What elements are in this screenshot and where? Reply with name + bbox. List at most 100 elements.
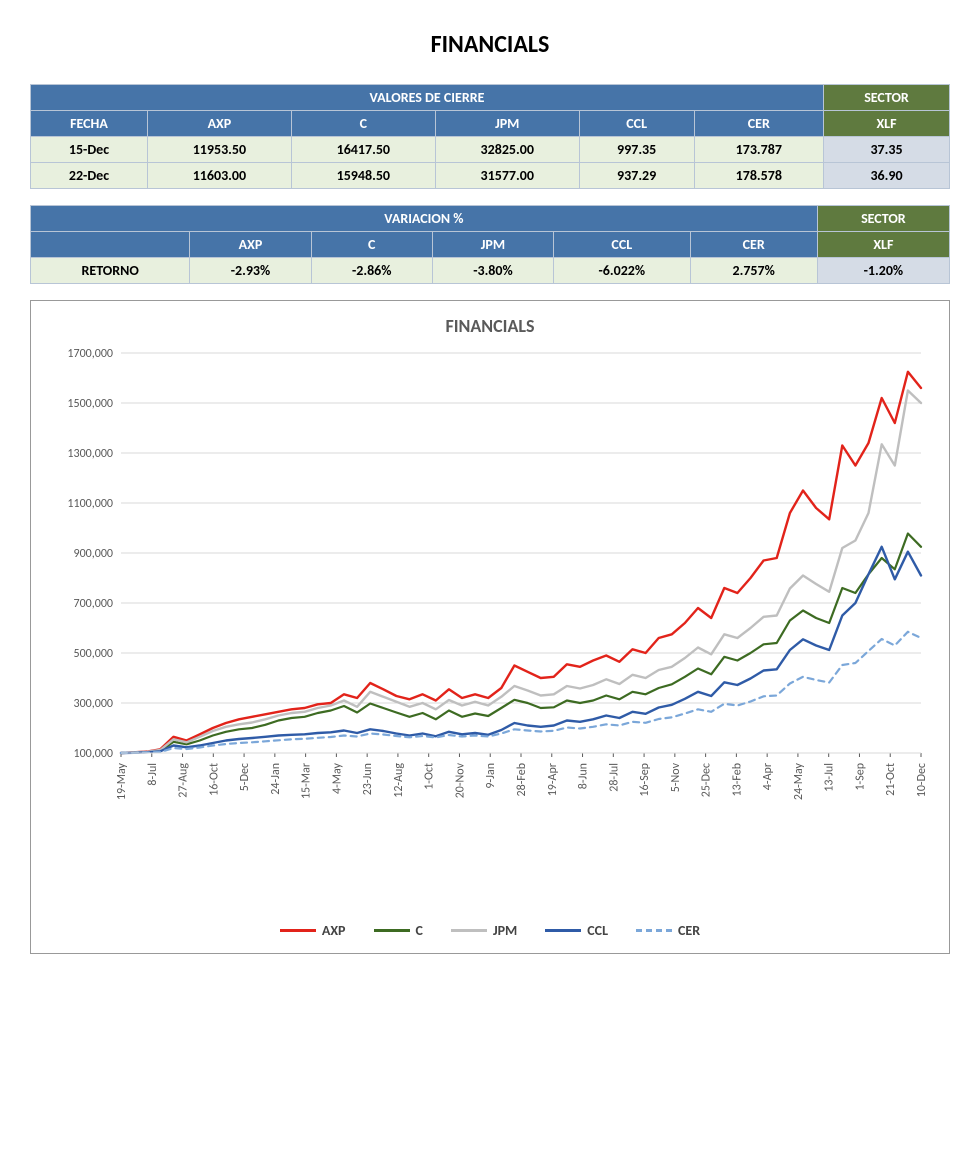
- cell: 16417.50: [291, 137, 435, 163]
- svg-text:13-Feb: 13-Feb: [730, 763, 744, 796]
- section-header-valores: VALORES DE CIERRE: [31, 85, 824, 111]
- cell: -3.80%: [432, 258, 553, 284]
- cell-fecha: 22-Dec: [31, 163, 148, 189]
- legend-item-c: C: [374, 922, 423, 939]
- col-header: CER: [694, 111, 823, 137]
- legend-item-ccl: CCL: [545, 922, 608, 939]
- col-header: C: [311, 232, 432, 258]
- col-header-sector: XLF: [817, 232, 949, 258]
- cell: 15948.50: [291, 163, 435, 189]
- cell-retorno: RETORNO: [31, 258, 190, 284]
- svg-text:5-Dec: 5-Dec: [238, 763, 252, 791]
- col-header: JPM: [432, 232, 553, 258]
- svg-text:4-Apr: 4-Apr: [761, 763, 775, 790]
- table-row: VARIACION % SECTOR: [31, 206, 950, 232]
- svg-text:8-Jul: 8-Jul: [146, 763, 160, 786]
- cell: 2.757%: [690, 258, 817, 284]
- svg-text:21-Oct: 21-Oct: [884, 763, 898, 796]
- col-header: FECHA: [31, 111, 148, 137]
- svg-text:12-Aug: 12-Aug: [392, 763, 406, 798]
- table-row: RETORNO -2.93% -2.86% -3.80% -6.022% 2.7…: [31, 258, 950, 284]
- svg-text:19-Apr: 19-Apr: [546, 763, 560, 796]
- chart-title: FINANCIALS: [49, 315, 931, 337]
- section-header-variacion: VARIACION %: [31, 206, 818, 232]
- table-row: 22-Dec 11603.00 15948.50 31577.00 937.29…: [31, 163, 950, 189]
- table-row: 15-Dec 11953.50 16417.50 32825.00 997.35…: [31, 137, 950, 163]
- svg-text:500,000: 500,000: [74, 647, 114, 661]
- legend-label: CER: [678, 922, 700, 939]
- col-header: CER: [690, 232, 817, 258]
- cell-xlf: -1.20%: [817, 258, 949, 284]
- svg-text:1300,000: 1300,000: [67, 447, 113, 461]
- page-title: FINANCIALS: [30, 30, 950, 59]
- col-header: AXP: [190, 232, 311, 258]
- legend-item-cer: CER: [636, 922, 700, 939]
- legend-swatch: [280, 929, 316, 932]
- table-row: AXP C JPM CCL CER XLF: [31, 232, 950, 258]
- svg-text:13-Jul: 13-Jul: [823, 763, 837, 792]
- svg-text:16-Oct: 16-Oct: [207, 763, 221, 796]
- section-header-sector2: SECTOR: [817, 206, 949, 232]
- col-header: AXP: [147, 111, 291, 137]
- chart-legend: AXP C JPM CCL CER: [49, 922, 931, 939]
- svg-text:23-Jun: 23-Jun: [361, 763, 375, 795]
- legend-swatch: [451, 929, 487, 932]
- cell: 11953.50: [147, 137, 291, 163]
- svg-text:24-Jan: 24-Jan: [269, 763, 283, 795]
- cell: -2.93%: [190, 258, 311, 284]
- svg-text:900,000: 900,000: [74, 547, 114, 561]
- svg-text:1100,000: 1100,000: [67, 497, 113, 511]
- svg-text:28-Feb: 28-Feb: [515, 763, 529, 796]
- cell: 173.787: [694, 137, 823, 163]
- legend-item-axp: AXP: [280, 922, 346, 939]
- cell: -6.022%: [554, 258, 690, 284]
- svg-text:9-Jan: 9-Jan: [484, 763, 498, 789]
- cell-xlf: 37.35: [824, 137, 950, 163]
- chart-container: FINANCIALS 100,000 300,000 500,000 700,000 9…: [30, 300, 950, 954]
- cell: 11603.00: [147, 163, 291, 189]
- svg-text:1-Sep: 1-Sep: [853, 763, 867, 791]
- cell-fecha: 15-Dec: [31, 137, 148, 163]
- section-header-sector1: SECTOR: [824, 85, 950, 111]
- cell: 937.29: [579, 163, 694, 189]
- cell: 31577.00: [435, 163, 579, 189]
- legend-label: C: [416, 922, 423, 939]
- cell: 997.35: [579, 137, 694, 163]
- col-header: CCL: [579, 111, 694, 137]
- col-header: C: [291, 111, 435, 137]
- svg-text:8-Jun: 8-Jun: [577, 763, 591, 789]
- col-header: CCL: [554, 232, 690, 258]
- line-chart: 100,000 300,000 500,000 700,000 900,000 1100,…: [49, 343, 929, 903]
- legend-label: CCL: [587, 922, 608, 939]
- col-header-sector: XLF: [824, 111, 950, 137]
- svg-text:28-Jul: 28-Jul: [607, 763, 621, 792]
- svg-text:15-Mar: 15-Mar: [300, 763, 314, 799]
- svg-text:19-May: 19-May: [115, 762, 129, 800]
- svg-text:100,000: 100,000: [74, 747, 114, 761]
- legend-item-jpm: JPM: [451, 922, 517, 939]
- legend-label: AXP: [322, 922, 346, 939]
- svg-text:300,000: 300,000: [74, 697, 114, 711]
- cell: 32825.00: [435, 137, 579, 163]
- svg-text:1700,000: 1700,000: [67, 347, 113, 361]
- svg-text:1-Oct: 1-Oct: [423, 763, 437, 790]
- svg-text:1500,000: 1500,000: [67, 397, 113, 411]
- svg-text:25-Dec: 25-Dec: [700, 763, 714, 797]
- cell: 178.578: [694, 163, 823, 189]
- svg-text:5-Nov: 5-Nov: [669, 762, 683, 792]
- svg-text:16-Sep: 16-Sep: [638, 763, 652, 797]
- col-header: [31, 232, 190, 258]
- table-row: VALORES DE CIERRE SECTOR: [31, 85, 950, 111]
- cell-xlf: 36.90: [824, 163, 950, 189]
- table-row: FECHA AXP C JPM CCL CER XLF: [31, 111, 950, 137]
- svg-text:4-May: 4-May: [330, 762, 344, 794]
- legend-swatch: [636, 929, 672, 932]
- legend-swatch: [545, 929, 581, 932]
- chart-plot: 100,000 300,000 500,000 700,000 900,000 1100,…: [49, 343, 931, 908]
- legend-swatch: [374, 929, 410, 932]
- table-valores-cierre: VALORES DE CIERRE SECTOR FECHA AXP C JPM…: [30, 84, 950, 189]
- svg-text:27-Aug: 27-Aug: [177, 763, 191, 798]
- svg-text:700,000: 700,000: [74, 597, 114, 611]
- col-header: JPM: [435, 111, 579, 137]
- svg-text:10-Dec: 10-Dec: [915, 763, 929, 797]
